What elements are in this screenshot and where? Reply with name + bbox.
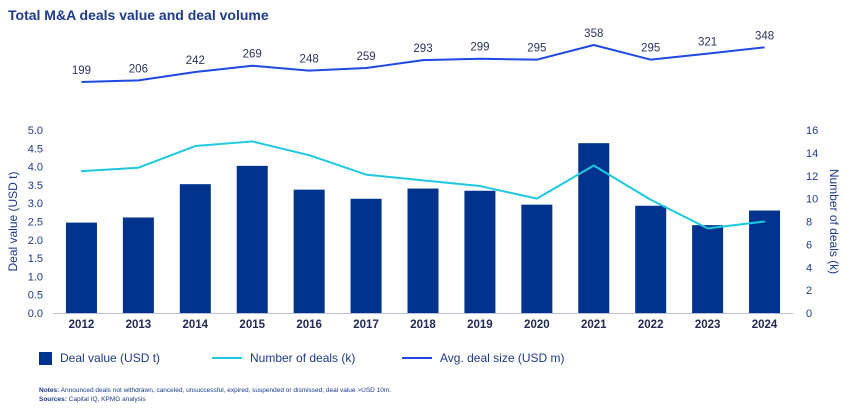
avg-deal-size-label: 293 <box>413 43 432 55</box>
bar-deal-value <box>179 184 211 313</box>
y-right-tick-label: 6 <box>806 239 812 251</box>
bar-deal-value <box>749 210 781 313</box>
point-number-of-deals <box>592 164 595 167</box>
bar-deal-value <box>521 204 553 313</box>
y-left-tick-label: 3.5 <box>28 180 43 192</box>
point-number-of-deals <box>763 220 766 223</box>
y-right-tick-label: 14 <box>806 148 818 160</box>
avg-deal-size-label: 348 <box>755 30 774 42</box>
y-left-axis-title: Deal value (USD t) <box>6 171 20 271</box>
y-right-tick-label: 0 <box>806 308 812 320</box>
x-tick-label: 2018 <box>410 319 436 331</box>
point-number-of-deals <box>251 140 254 143</box>
bar-deal-value <box>464 190 496 313</box>
legend-item-number-of-deals: Number of deals (k) <box>212 351 355 365</box>
y-right-tick-label: 10 <box>806 194 818 206</box>
avg-deal-size-label: 199 <box>72 65 91 77</box>
x-tick-label: 2017 <box>353 319 379 331</box>
point-number-of-deals <box>80 170 83 172</box>
bar-deal-value <box>65 222 97 313</box>
bar-deal-value <box>122 217 154 313</box>
point-number-of-deals <box>479 185 481 187</box>
bar-deal-value <box>350 198 382 313</box>
avg-deal-size-label: 295 <box>527 43 546 55</box>
y-right-axis-title: Number of deals (k) <box>827 169 841 274</box>
avg-deal-size-label: 295 <box>641 43 660 55</box>
bar-deal-value <box>407 188 439 313</box>
point-number-of-deals <box>194 145 197 147</box>
x-tick-label: 2012 <box>69 319 95 331</box>
x-tick-label: 2024 <box>752 319 778 331</box>
line-avg-deal-size <box>81 44 765 83</box>
legend: Deal value (USD t) Number of deals (k) A… <box>0 351 850 369</box>
point-number-of-deals <box>137 166 140 169</box>
legend-swatch-number-of-deals <box>212 357 242 359</box>
y-left-tick-label: 0.0 <box>28 308 43 320</box>
y-left-tick-label: 0.5 <box>28 290 43 302</box>
legend-swatch-avg-deal-size <box>402 357 432 359</box>
legend-item-avg-deal-size: Avg. deal size (USD m) <box>402 351 564 365</box>
y-left-tick-label: 2.0 <box>28 235 43 247</box>
x-tick-label: 2023 <box>695 319 721 331</box>
point-number-of-deals <box>649 198 652 201</box>
x-tick-label: 2019 <box>467 319 493 331</box>
y-right-tick-label: 16 <box>806 125 818 137</box>
bar-deal-value <box>293 189 325 313</box>
avg-deal-size-label: 299 <box>470 42 489 54</box>
avg-deal-size-label: 248 <box>300 54 319 66</box>
legend-label-number-of-deals: Number of deals (k) <box>250 351 356 365</box>
footnotes: Notes: Announced deals not withdrawn, ca… <box>39 386 391 404</box>
x-tick-label: 2013 <box>126 319 152 331</box>
notes-line: Notes: Announced deals not withdrawn, ca… <box>39 386 391 395</box>
legend-label-avg-deal-size: Avg. deal size (USD m) <box>440 351 565 365</box>
notes-text: Announced deals not withdrawn, canceled,… <box>59 387 392 394</box>
avg-deal-size-label: 269 <box>243 49 262 61</box>
y-left-tick-label: 3.0 <box>28 198 43 210</box>
avg-deal-size-label: 242 <box>186 55 205 67</box>
x-tick-label: 2014 <box>183 319 209 331</box>
avg-deal-size-label: 321 <box>698 37 717 49</box>
x-tick-label: 2015 <box>239 319 265 331</box>
bar-deal-value <box>692 225 724 313</box>
bar-deal-value <box>635 205 667 313</box>
x-tick-label: 2016 <box>296 319 322 331</box>
sources-label: Sources: <box>39 396 67 403</box>
legend-swatch-deal-value <box>39 351 52 365</box>
y-left-tick-label: 2.5 <box>28 217 43 229</box>
x-tick-label: 2020 <box>524 319 550 331</box>
avg-deal-size-label: 206 <box>129 63 148 75</box>
avg-deal-size-label: 358 <box>584 28 603 40</box>
avg-deal-size-label: 259 <box>356 51 375 63</box>
point-number-of-deals <box>536 197 538 200</box>
bar-deal-value <box>236 165 268 313</box>
legend-item-deal-value: Deal value (USD t) <box>39 351 160 365</box>
y-right-tick-label: 2 <box>806 285 812 297</box>
bar-deal-value <box>578 143 610 313</box>
y-right-tick-label: 12 <box>806 171 818 183</box>
point-number-of-deals <box>422 179 424 182</box>
point-number-of-deals <box>706 227 709 230</box>
legend-label-deal-value: Deal value (USD t) <box>60 351 161 365</box>
sources-line: Sources: Capital IQ, KPMG analysis <box>39 395 391 404</box>
y-left-tick-label: 4.5 <box>28 143 43 155</box>
point-number-of-deals <box>308 154 310 156</box>
y-left-tick-label: 1.5 <box>28 253 43 265</box>
notes-label: Notes: <box>39 387 60 394</box>
y-left-tick-label: 5.0 <box>28 125 43 137</box>
sources-text: Capital IQ, KPMG analysis <box>66 396 146 403</box>
y-left-tick-label: 1.0 <box>28 271 43 283</box>
x-tick-label: 2022 <box>638 319 664 331</box>
chart-title: Total M&A deals value and deal volume <box>8 7 269 23</box>
x-tick-label: 2021 <box>581 319 607 331</box>
y-left-tick-label: 4.0 <box>28 162 43 174</box>
y-right-tick-label: 8 <box>806 217 812 229</box>
y-right-tick-label: 4 <box>806 262 812 274</box>
chart-canvas: 0.0 0.5 1.0 1.5 2.0 2.5 3.0 3.5 4.0 4.5 5.0 0 2 4 6 8 10… <box>6 28 841 331</box>
point-number-of-deals <box>365 173 367 176</box>
